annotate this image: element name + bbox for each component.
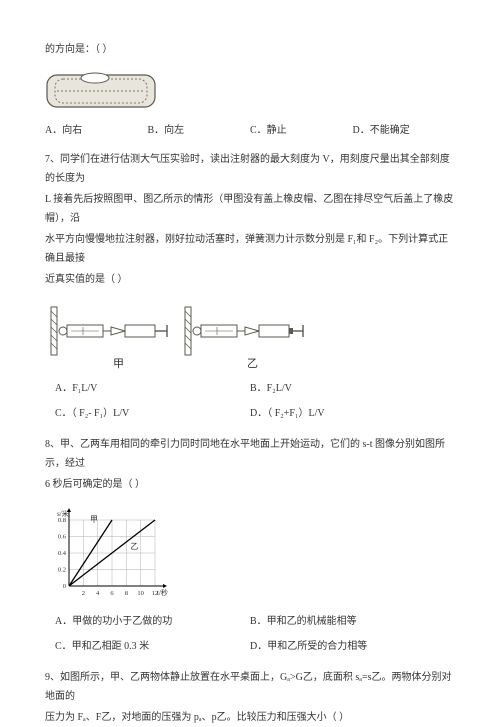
q8-opt-a: A．甲做的功小于乙做的功 [45, 612, 250, 631]
svg-text:0: 0 [63, 583, 66, 590]
q7-opt-a: A．F₁L/V [45, 379, 250, 398]
svg-text:乙: 乙 [130, 542, 138, 551]
q9-line1: 9、如图所示，甲、乙两物体静止放置在水平桌面上，Gₐ>G乙，底面积 sₐ=s乙。… [45, 668, 455, 706]
q8-line1: 8、甲、乙两车用相同的牵引力同时同地在水平地面上开始运动，它们的 s-t 图像分… [45, 435, 455, 473]
svg-text:10: 10 [137, 590, 144, 597]
q6-opt-c: C．静止 [250, 121, 353, 140]
q7-opt-d: D．（ F₂+F₁）L/V [250, 404, 455, 423]
q8-opt-d: D．甲和乙所受的合力相等 [250, 637, 455, 656]
q7-line2: L 接着先后按照图甲、图乙所示的情形（甲图没有盖上橡皮帽、乙图在排尽空气后盖上了… [45, 190, 455, 228]
q7-figure: 甲 乙 [45, 301, 455, 371]
q6-options: A．向右 B．向左 C．静止 D．不能确定 [45, 121, 455, 140]
q9-line2: 压力为 Fₐ、F乙，对地面的压强为 pₐ、p乙。比较压力和压强大小（ ） [45, 708, 455, 727]
q6-opt-a: A．向右 [45, 121, 148, 140]
q6-opt-d: D．不能确定 [353, 121, 456, 140]
svg-text:甲: 甲 [90, 515, 98, 524]
svg-text:8: 8 [125, 590, 128, 597]
q8-chart: 2468101200.20.40.60.8s/米t/秒甲乙 [45, 504, 455, 604]
q6-opt-b: B．向左 [148, 121, 251, 140]
q8-line2: 6 秒后可确定的是（ ） [45, 475, 455, 494]
q7-options: A．F₁L/V B．F₂L/V C．（ F₂- F₁）L/V D．（ F₂+F₁… [45, 379, 455, 429]
svg-text:0.6: 0.6 [58, 534, 67, 541]
q8-opt-b: B．甲和乙的机械能相等 [250, 612, 455, 631]
q7-opt-c: C．（ F₂- F₁）L/V [45, 404, 250, 423]
svg-text:s/米: s/米 [57, 509, 69, 518]
svg-text:2: 2 [82, 590, 85, 597]
q8-options: A．甲做的功小于乙做的功 B．甲和乙的机械能相等 C．甲和乙相距 0.3 米 D… [45, 612, 455, 662]
q7-line4: 近真实值的是（ ） [45, 270, 455, 289]
svg-text:0.8: 0.8 [58, 517, 66, 524]
svg-text:0.2: 0.2 [58, 567, 66, 574]
q7-opt-b: B．F₂L/V [250, 379, 455, 398]
q6-figure [45, 65, 455, 113]
svg-text:6: 6 [110, 590, 114, 597]
q8-opt-c: C．甲和乙相距 0.3 米 [45, 637, 250, 656]
svg-text:0.4: 0.4 [58, 550, 67, 557]
svg-text:4: 4 [96, 590, 100, 597]
q7-line1: 7、同学们在进行估测大气压实验时，读出注射器的最大刻度为 V，用刻度尺量出其全部… [45, 150, 455, 188]
svg-text:t/秒: t/秒 [157, 588, 168, 597]
q-direction-prompt: 的方向是：（ ） [45, 40, 455, 59]
q7-label-left: 甲 [113, 358, 124, 370]
q7-label-right: 乙 [247, 357, 258, 370]
q7-line3: 水平方向慢慢地拉注射器，刚好拉动活塞时，弹簧测力计示数分别是 F₁和 F₂。下列… [45, 230, 455, 268]
